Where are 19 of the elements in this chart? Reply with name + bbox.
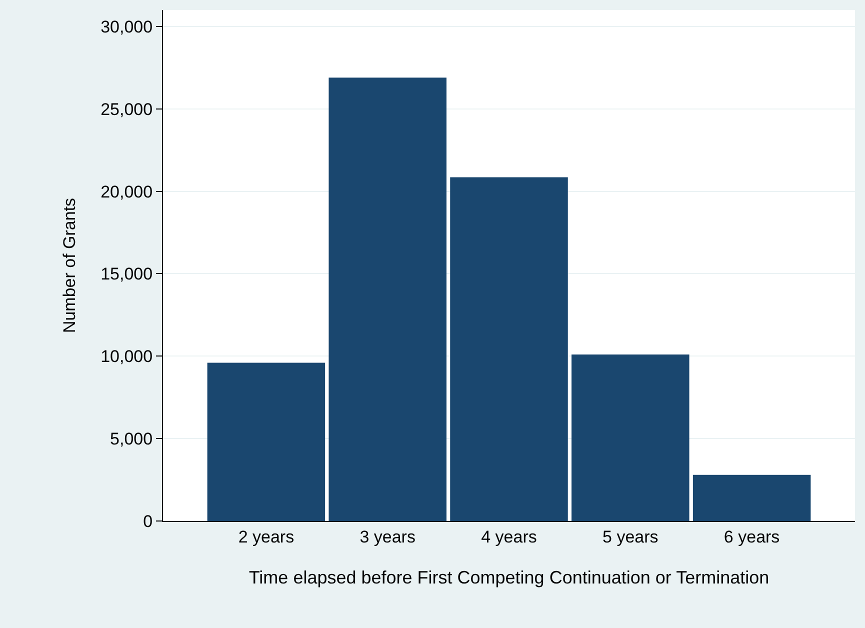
y-tick-label: 30,000	[100, 17, 153, 36]
y-tick-label: 5,000	[110, 430, 153, 449]
y-tick-label: 25,000	[100, 100, 153, 119]
x-tick-label: 2 years	[238, 527, 294, 546]
x-tick-label: 5 years	[602, 527, 658, 546]
x-tick-label: 4 years	[481, 527, 537, 546]
y-tick-label: 15,000	[100, 264, 153, 284]
bar	[328, 78, 446, 521]
y-tick-label: 20,000	[100, 182, 153, 202]
x-axis-title: Time elapsed before First Competing Continuation or Termination	[248, 568, 770, 588]
bar	[207, 362, 326, 521]
y-tick-label: 10,000	[100, 347, 153, 366]
x-tick-label: 6 years	[724, 527, 780, 546]
y-axis-title: Number of Grants	[60, 198, 80, 334]
bar	[572, 354, 690, 521]
y-tick-label: 0	[143, 512, 153, 531]
bar	[450, 177, 568, 521]
bar	[692, 474, 811, 521]
x-tick-label: 3 years	[360, 527, 416, 546]
